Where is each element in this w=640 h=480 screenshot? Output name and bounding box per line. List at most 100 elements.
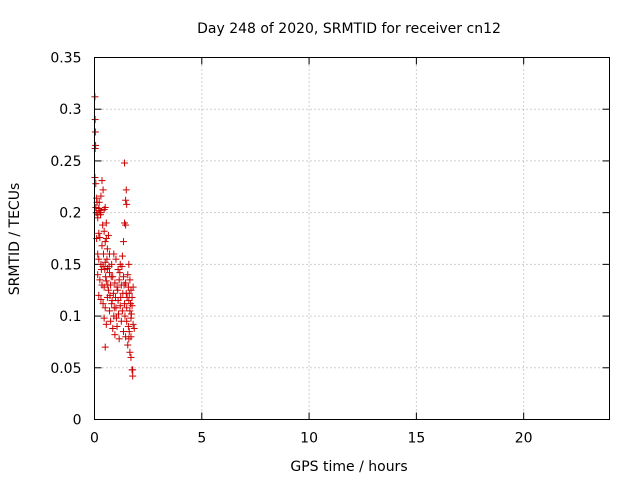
data-point [118, 307, 126, 315]
data-point [127, 353, 135, 361]
chart-title: Day 248 of 2020, SRMTID for receiver cn1… [197, 21, 501, 37]
data-points [91, 93, 138, 380]
data-point [106, 307, 114, 315]
data-point [119, 238, 127, 246]
data-point [115, 276, 123, 284]
x-tick-label: 20 [515, 431, 533, 447]
data-point [122, 186, 130, 194]
data-point [115, 335, 123, 343]
data-point [103, 255, 111, 263]
data-point [105, 262, 113, 270]
data-point [121, 159, 129, 167]
data-point [97, 192, 105, 200]
data-point [116, 269, 124, 277]
x-tick-label: 15 [407, 431, 425, 447]
data-point [123, 200, 131, 208]
data-point [129, 320, 137, 328]
x-tick-label: 5 [197, 431, 206, 447]
data-point [107, 317, 115, 325]
y-tick-label: 0.05 [50, 361, 81, 377]
data-point [110, 304, 118, 312]
data-point [100, 227, 108, 235]
data-point [125, 260, 133, 268]
data-point [91, 145, 99, 153]
data-point [95, 255, 103, 263]
data-point [95, 291, 103, 299]
data-point [130, 324, 138, 332]
data-point [112, 314, 120, 322]
data-point [91, 128, 99, 136]
data-point [122, 196, 130, 204]
data-point [101, 203, 109, 211]
data-point [123, 317, 131, 325]
data-point [126, 307, 134, 315]
grid [94, 57, 610, 420]
data-point [100, 314, 108, 322]
data-point [121, 300, 129, 308]
data-point [106, 291, 114, 299]
data-point [118, 262, 126, 270]
x-axis-title: GPS time / hours [290, 459, 407, 475]
data-point [97, 296, 105, 304]
data-point [129, 366, 137, 374]
data-point [121, 312, 129, 320]
data-point [101, 304, 109, 312]
data-point [91, 116, 99, 124]
data-point [97, 266, 105, 274]
data-point [118, 252, 126, 260]
data-point [124, 283, 132, 291]
data-point [96, 233, 104, 241]
data-point [122, 221, 130, 229]
data-point [102, 273, 110, 281]
x-tick-label: 0 [90, 431, 99, 447]
plot-frame [94, 57, 610, 420]
data-point [101, 343, 109, 351]
y-tick-label: 0.3 [59, 102, 81, 118]
data-point [124, 271, 132, 279]
data-point [100, 283, 108, 291]
data-point [103, 245, 111, 253]
data-point [123, 304, 131, 312]
data-point [124, 322, 132, 330]
y-tick-label: 0.2 [59, 206, 81, 222]
data-point [96, 276, 104, 284]
data-point [127, 300, 135, 308]
data-point [97, 211, 105, 219]
data-point [119, 289, 127, 297]
data-point [114, 266, 122, 274]
data-point [99, 186, 107, 194]
y-tick-label: 0.35 [50, 51, 81, 67]
data-point [111, 279, 119, 287]
data-point [124, 341, 132, 349]
data-point [125, 328, 133, 336]
data-point [100, 250, 108, 258]
data-point [99, 262, 107, 270]
data-point [98, 177, 106, 185]
data-point [116, 302, 124, 310]
data-point [95, 229, 103, 237]
data-point [99, 221, 107, 229]
data-point [102, 235, 110, 242]
y-tick-label: 0.15 [50, 257, 81, 273]
data-point [104, 286, 112, 294]
data-point [102, 277, 110, 285]
data-point [101, 238, 109, 246]
data-point [126, 276, 134, 284]
data-point [110, 250, 118, 258]
data-point [127, 333, 135, 341]
axis-ticks: 0 0.05 0.1 0.15 0.2 0.25 0.3 0.35 0 5 10 15 20 [50, 51, 610, 447]
data-point [102, 320, 110, 328]
data-point [101, 258, 109, 266]
y-tick-label: 0 [73, 413, 82, 429]
data-point [129, 372, 137, 380]
x-tick-label: 10 [300, 431, 318, 447]
data-point [94, 271, 102, 279]
data-point [113, 322, 121, 330]
data-point [127, 310, 135, 318]
data-point [95, 198, 103, 206]
data-point [98, 242, 106, 250]
data-point [106, 269, 114, 277]
data-point [125, 297, 133, 305]
data-point [102, 219, 110, 227]
